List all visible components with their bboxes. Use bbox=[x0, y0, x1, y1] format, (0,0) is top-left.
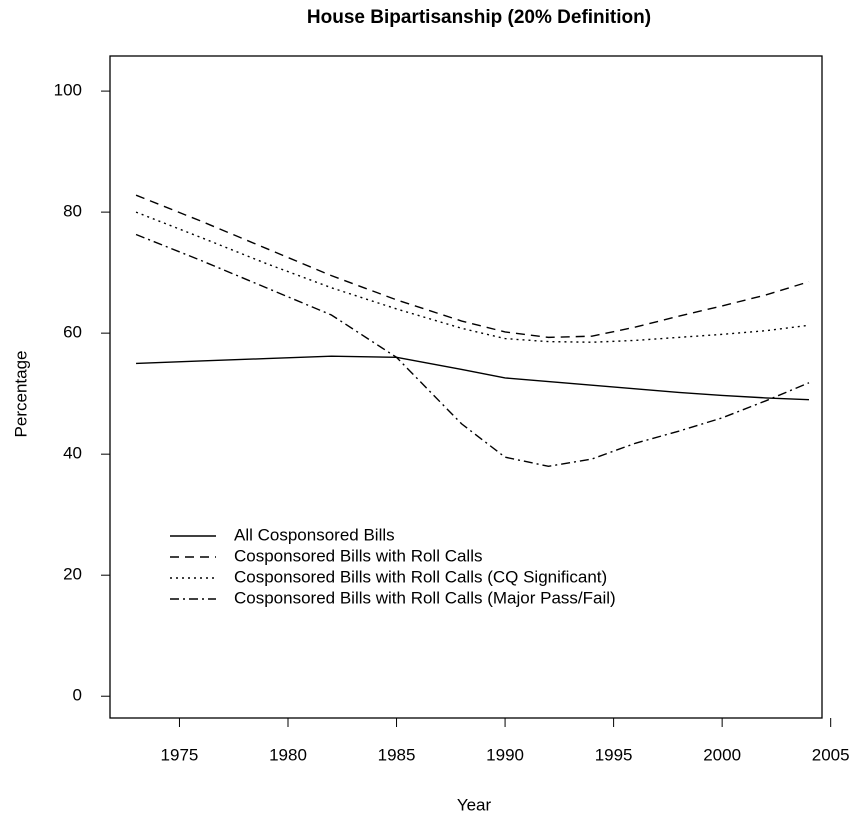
series-line bbox=[135, 233, 810, 467]
y-tick-label: 0 bbox=[73, 686, 82, 705]
x-tick-label: 1980 bbox=[269, 745, 307, 764]
x-tick-label: 1985 bbox=[378, 745, 416, 764]
x-tick-label: 1975 bbox=[161, 745, 199, 764]
y-tick-label: 60 bbox=[63, 323, 82, 342]
y-tick-label: 20 bbox=[63, 565, 82, 584]
series-line bbox=[135, 194, 810, 339]
y-axis-title: Percentage bbox=[11, 351, 30, 438]
legend-label: Cosponsored Bills with Roll Calls bbox=[234, 546, 482, 565]
x-tick-label: 2005 bbox=[812, 745, 850, 764]
legend-label: Cosponsored Bills with Roll Calls (CQ Si… bbox=[234, 567, 607, 586]
plot-frame bbox=[109, 55, 823, 719]
x-axis-title: Year bbox=[457, 795, 492, 814]
legend-label: Cosponsored Bills with Roll Calls (Major… bbox=[234, 588, 616, 607]
x-tick-label: 1995 bbox=[595, 745, 633, 764]
legend-label: All Cosponsored Bills bbox=[234, 525, 395, 544]
y-tick-label: 80 bbox=[63, 202, 82, 221]
series-line bbox=[135, 211, 810, 343]
series-line bbox=[136, 355, 810, 401]
x-tick-label: 2000 bbox=[703, 745, 741, 764]
y-tick-label: 100 bbox=[54, 81, 82, 100]
x-tick-label: 1990 bbox=[486, 745, 524, 764]
y-tick-label: 40 bbox=[63, 444, 82, 463]
chart-title: House Bipartisanship (20% Definition) bbox=[307, 7, 651, 28]
